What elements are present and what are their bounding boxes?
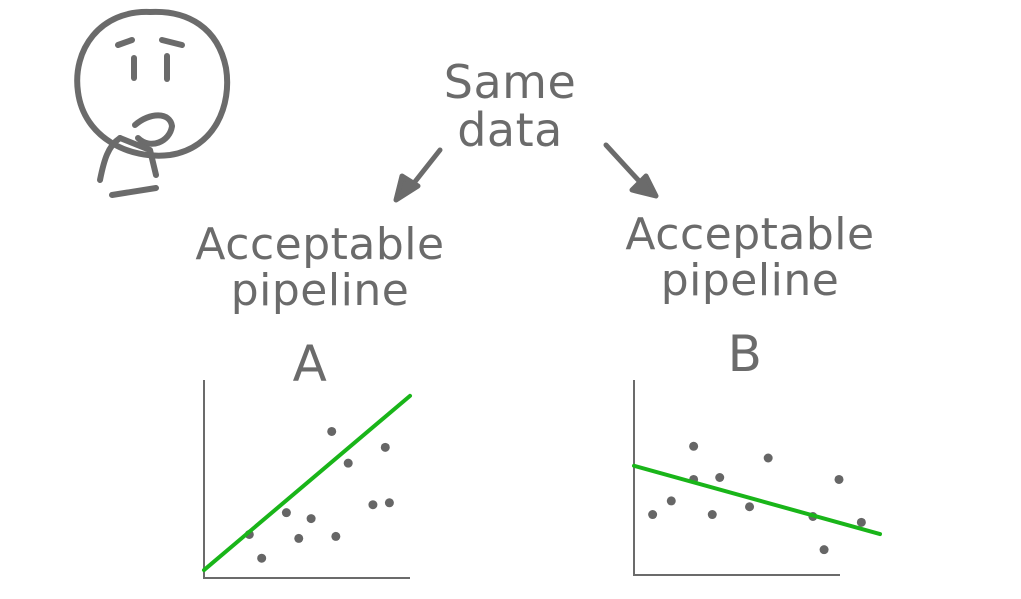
chart-a-point [331,531,341,541]
chart-a-point [380,442,390,452]
title-same-data: Same data [425,58,595,155]
chart-a-point [368,500,378,510]
chart-b-point [707,510,717,520]
chart-b-point [834,474,844,484]
pipeline-b-line-1: Acceptable [625,209,875,260]
title-line-2: data [457,103,563,158]
chart-b-point [648,510,658,520]
title-line-1: Same [443,55,577,109]
thinking-face-icon [74,8,231,198]
pipeline-b-letter: B [727,325,763,383]
chart-b-point [715,473,725,482]
chart-a-point [343,458,353,468]
chart-a-point [257,553,267,563]
chart-b-point [856,517,866,527]
chart-a-point [306,514,316,524]
chart-b-axes [633,380,840,576]
chart-b [632,380,882,576]
chart-b-point [666,496,676,506]
chart-a [202,380,412,579]
pipeline-a-line-2: pipeline [230,265,410,317]
arrow-left-down-icon [393,147,443,203]
chart-a-point [281,508,291,518]
pipeline-b-line-2: pipeline [660,255,840,307]
chart-b-point [819,545,829,555]
chart-a-point [327,426,337,436]
pipeline-b-label: Acceptable pipeline [620,209,880,307]
pipeline-a-letter: A [292,335,328,393]
pipeline-a-line-1: Acceptable [195,219,445,270]
arrow-right-down-icon [603,142,659,199]
chart-a-axes [203,380,410,579]
chart-a-fit-line [202,393,412,573]
chart-a-point [294,533,304,543]
pipeline-a-label: Acceptable pipeline [190,219,450,317]
chart-b-point [763,453,773,463]
chart-b-point [745,502,755,512]
chart-b-point [689,441,699,451]
chart-a-point [384,498,394,508]
chart-b-fit-line [632,463,882,537]
